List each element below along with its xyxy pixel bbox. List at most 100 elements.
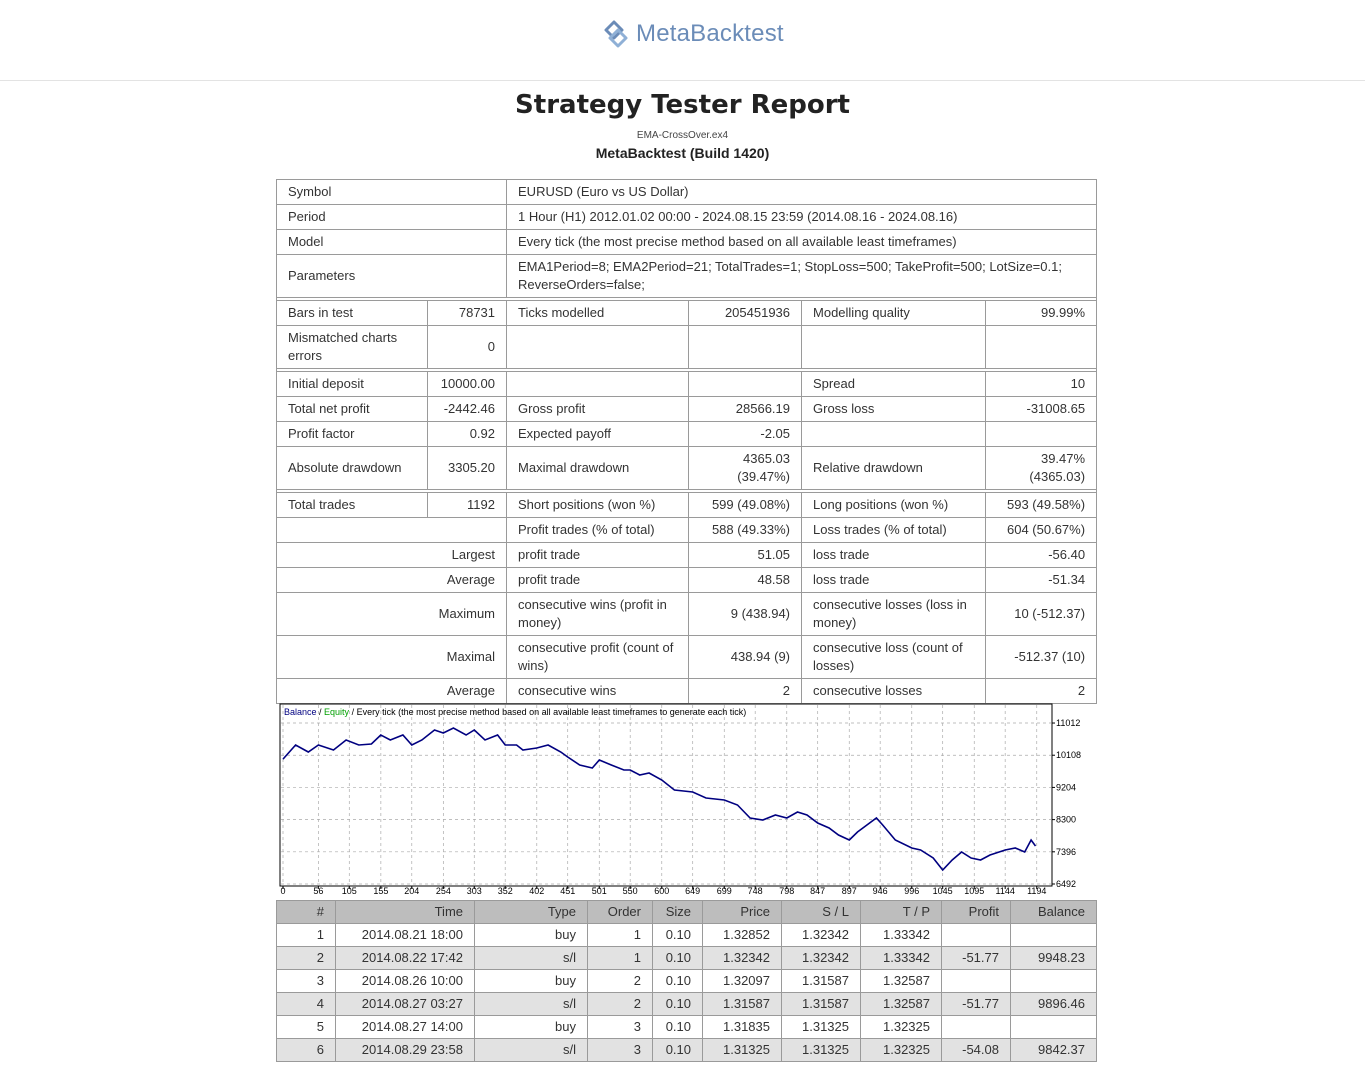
summary-cell: Total net profit (276, 396, 428, 422)
legend: Balance / Equity / Every tick (the most … (284, 707, 746, 717)
summary-cell: Profit trades (% of total) (506, 517, 690, 543)
y-tick-label: 8300 (1056, 815, 1076, 825)
summary-row: Average profit trade 48.58 loss trade -51.34 (275, 567, 1098, 593)
empty-cell (985, 325, 1098, 369)
summary-cell: Absolute drawdown (276, 446, 428, 490)
order-cell: 3 (587, 1038, 653, 1062)
order-cell: s/l (474, 992, 588, 1016)
order-cell: 1.32325 (860, 1015, 942, 1039)
y-tick-label: 11012 (1056, 718, 1080, 728)
summary-cell: Relative drawdown (801, 446, 987, 490)
summary-cell: -2442.46 (426, 396, 508, 422)
order-cell: -51.77 (941, 992, 1011, 1016)
order-cell: 1.32587 (860, 969, 942, 993)
order-cell: 1.33342 (860, 946, 942, 970)
order-cell: 0.10 (652, 1038, 703, 1062)
order-cell: 1.32342 (702, 946, 782, 970)
x-tick-label: 946 (873, 886, 888, 896)
summary-cell: Mismatched charts errors (276, 325, 428, 369)
summary-cell: loss trade (801, 542, 987, 568)
balance-chart: 11012 10108 9204 8300 7396 6492 0 56 105 155 204 25… (279, 703, 1081, 896)
summary-cell: 0.92 (426, 421, 508, 447)
column-header: Price (702, 900, 782, 924)
legend-entry: Balance (284, 707, 317, 717)
order-cell: 2014.08.26 10:00 (335, 969, 475, 993)
summary-cell: -31008.65 (985, 396, 1098, 422)
chart-subtitle: Every tick (the most precise method base… (357, 707, 747, 717)
summary-cell: 10000.00 (426, 371, 508, 397)
summary-cell: 39.47% (4365.03) (985, 446, 1098, 490)
order-row: 5 2014.08.27 14:00 buy 3 0.10 1.31835 1.31325 1… (276, 1015, 1097, 1039)
summary-cell: profit trade (506, 542, 690, 568)
order-cell: 0.10 (652, 969, 703, 993)
summary-cell: Short positions (won %) (506, 492, 690, 518)
balance-line (282, 727, 1037, 872)
summary-cell: Bars in test (276, 300, 428, 326)
summary-cell: consecutive profit (count of wins) (506, 635, 690, 679)
summary-cell: Period (275, 204, 508, 230)
summary-cell: 3305.20 (426, 446, 508, 490)
summary-cell: Parameters (275, 254, 508, 298)
summary-row: Profit factor 0.92 Expected payoff -2.05 (276, 421, 1098, 447)
y-tick-label: 10108 (1056, 750, 1081, 760)
logo[interactable]: MetaBacktest (600, 16, 784, 52)
order-cell: 2 (587, 969, 653, 993)
order-cell: 1.32325 (860, 1038, 942, 1062)
order-cell: 9842.37 (1010, 1038, 1097, 1062)
x-tick-label: 204 (404, 886, 419, 896)
order-cell: 1 (587, 923, 653, 947)
summary-cell: 0 (426, 325, 508, 369)
summary-row: Initial deposit 10000.00 Spread 10 (276, 371, 1098, 397)
summary-cell: -56.40 (985, 542, 1098, 568)
x-tick-label: 352 (498, 886, 513, 896)
empty-cell (801, 421, 987, 447)
summary-cell: consecutive loss (count of losses) (801, 635, 987, 679)
order-cell: 1.32587 (860, 992, 942, 1016)
empty-cell (941, 969, 1011, 993)
order-cell: 9948.23 (1010, 946, 1097, 970)
order-row: 6 2014.08.29 23:58 s/l 3 0.10 1.31325 1.31325 1… (276, 1038, 1097, 1062)
summary-cell: consecutive losses (801, 678, 987, 704)
summary-cell: 1192 (426, 492, 508, 518)
summary-cell: consecutive wins (506, 678, 690, 704)
column-header: Balance (1010, 900, 1097, 924)
summary-cell: Expected payoff (506, 421, 690, 447)
empty-cell (688, 371, 803, 397)
plot-frame (279, 703, 1053, 887)
x-tick-label: 996 (904, 886, 919, 896)
column-header: # (276, 900, 336, 924)
summary-cell: Loss trades (% of total) (801, 517, 987, 543)
x-tick-label: 1045 (933, 886, 953, 896)
summary-cell: Long positions (won %) (801, 492, 987, 518)
logo-icon (604, 20, 628, 48)
order-cell: -51.77 (941, 946, 1011, 970)
legend-separator: / (349, 707, 357, 717)
summary-cell: 438.94 (9) (688, 635, 803, 679)
order-cell: 2014.08.21 18:00 (335, 923, 475, 947)
x-tick-label: 0 (280, 886, 285, 896)
summary-cell: 78731 (426, 300, 508, 326)
order-cell: 1.32097 (702, 969, 782, 993)
order-cell: 2 (587, 992, 653, 1016)
summary-cell: Total trades (276, 492, 428, 518)
summary-cell: 48.58 (688, 567, 803, 593)
summary-row: Parameters EMA1Period=8; EMA2Period=21; T… (275, 254, 1098, 298)
empty-cell (1010, 969, 1097, 993)
x-tick-label: 649 (685, 886, 700, 896)
empty-cell (801, 325, 987, 369)
logo-text: MetaBacktest (636, 20, 784, 47)
summary-cell: EMA1Period=8; EMA2Period=21; TotalTrades… (506, 254, 1098, 298)
order-cell: buy (474, 969, 588, 993)
column-header: T / P (860, 900, 942, 924)
summary-cell: profit trade (506, 567, 690, 593)
empty-cell (688, 325, 803, 369)
summary-cell: 28566.19 (688, 396, 803, 422)
empty-cell (941, 923, 1011, 947)
summary-cell: Average (275, 567, 508, 593)
report-build: MetaBacktest (Build 1420) (595, 145, 770, 161)
y-tick-label: 7396 (1056, 847, 1076, 857)
x-tick-label: 1095 (964, 886, 984, 896)
summary-cell: 10 (985, 371, 1098, 397)
